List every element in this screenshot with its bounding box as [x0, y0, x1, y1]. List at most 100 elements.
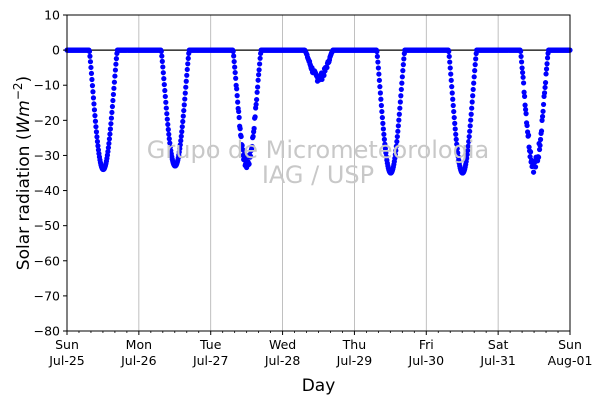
- data-point: [466, 133, 472, 140]
- data-point: [446, 48, 452, 55]
- data-point: [107, 131, 113, 137]
- data-point: [521, 89, 527, 95]
- data-point: [178, 138, 184, 144]
- x-tick-label-dow: Tue: [199, 337, 222, 352]
- data-point: [543, 66, 550, 72]
- x-tick-label-dow: Sun: [55, 337, 79, 352]
- data-point: [93, 129, 100, 135]
- data-point: [397, 99, 403, 105]
- data-point: [383, 150, 389, 156]
- data-point: [112, 67, 119, 73]
- y-tick-label: −30: [34, 148, 60, 163]
- data-point: [473, 56, 479, 62]
- data-point: [88, 64, 94, 71]
- data-point: [465, 147, 471, 154]
- data-point: [183, 78, 189, 84]
- x-axis: SunJul-25MonJul-26TueJul-27WedJul-28ThuJ…: [48, 331, 592, 368]
- data-point: [87, 53, 93, 59]
- data-point: [381, 136, 387, 142]
- data-point: [542, 84, 548, 91]
- data-point: [254, 96, 260, 103]
- data-point: [447, 65, 453, 71]
- data-point: [455, 150, 461, 156]
- data-point: [523, 111, 529, 117]
- data-point: [520, 74, 526, 80]
- data-point: [377, 84, 383, 90]
- data-point: [165, 121, 171, 128]
- data-point: [110, 97, 116, 104]
- x-tick-label-date: Jul-26: [120, 353, 157, 368]
- data-point: [472, 68, 478, 74]
- watermark-line-2: IAG / USP: [262, 161, 374, 189]
- x-tick-label-date: Aug-01: [548, 353, 593, 368]
- data-point: [183, 84, 189, 90]
- data-point: [397, 105, 403, 111]
- data-point: [86, 48, 93, 55]
- data-point: [540, 108, 546, 114]
- data-point: [90, 95, 97, 101]
- data-point: [110, 91, 117, 98]
- data-point: [521, 93, 528, 99]
- data-point: [164, 111, 170, 117]
- y-tick-label: −10: [34, 78, 60, 93]
- x-tick-label-date: Jul-29: [336, 353, 373, 368]
- data-point: [184, 72, 190, 78]
- data-point: [380, 126, 386, 132]
- data-point: [163, 105, 169, 111]
- data-point: [107, 126, 114, 132]
- data-point: [453, 131, 459, 137]
- data-point: [454, 141, 460, 147]
- data-point: [542, 80, 549, 86]
- x-tick-label-date: Jul-30: [408, 353, 445, 368]
- data-point: [380, 120, 386, 126]
- data-point: [378, 102, 384, 109]
- data-point: [94, 138, 101, 145]
- data-point: [113, 61, 119, 67]
- data-point: [450, 96, 456, 102]
- data-point: [109, 103, 116, 110]
- data-point: [393, 143, 399, 149]
- x-tick-label-date: Jul-27: [192, 353, 229, 368]
- data-point: [105, 145, 112, 151]
- data-point: [382, 146, 388, 152]
- y-axis-title-unit: Wm: [14, 100, 34, 133]
- data-point: [539, 117, 545, 123]
- data-point: [470, 86, 476, 93]
- data-point: [185, 55, 191, 61]
- data-point: [454, 146, 460, 152]
- data-point: [321, 72, 327, 78]
- data-point: [522, 106, 529, 113]
- data-point: [465, 143, 471, 149]
- data-point: [379, 114, 385, 121]
- data-point: [91, 107, 98, 113]
- data-point: [231, 53, 237, 59]
- data-point: [379, 108, 385, 115]
- data-point: [396, 111, 402, 117]
- data-point: [179, 124, 185, 130]
- data-point: [535, 154, 542, 160]
- data-point: [400, 68, 406, 74]
- data-point: [164, 116, 170, 122]
- vertical-grid: [138, 15, 499, 331]
- data-point: [544, 55, 551, 61]
- data-point: [250, 133, 256, 140]
- x-tick-label-date: Jul-31: [479, 353, 516, 368]
- x-tick-label-dow: Thu: [342, 337, 366, 352]
- data-point: [451, 114, 457, 121]
- x-tick-label-date: Jul-28: [264, 353, 301, 368]
- y-tick-label: −50: [34, 218, 60, 233]
- data-point: [468, 111, 474, 117]
- data-point: [449, 84, 455, 90]
- y-axis-title-exponent: −2: [11, 82, 25, 100]
- data-point: [89, 76, 95, 83]
- data-point: [469, 105, 475, 111]
- data-point: [255, 84, 261, 90]
- data-point: [471, 80, 477, 86]
- data-point: [449, 90, 455, 96]
- data-point: [113, 56, 120, 62]
- data-point: [543, 71, 549, 77]
- data-point: [467, 128, 473, 134]
- data-point: [109, 109, 115, 116]
- data-point: [236, 114, 242, 121]
- data-point: [374, 48, 380, 55]
